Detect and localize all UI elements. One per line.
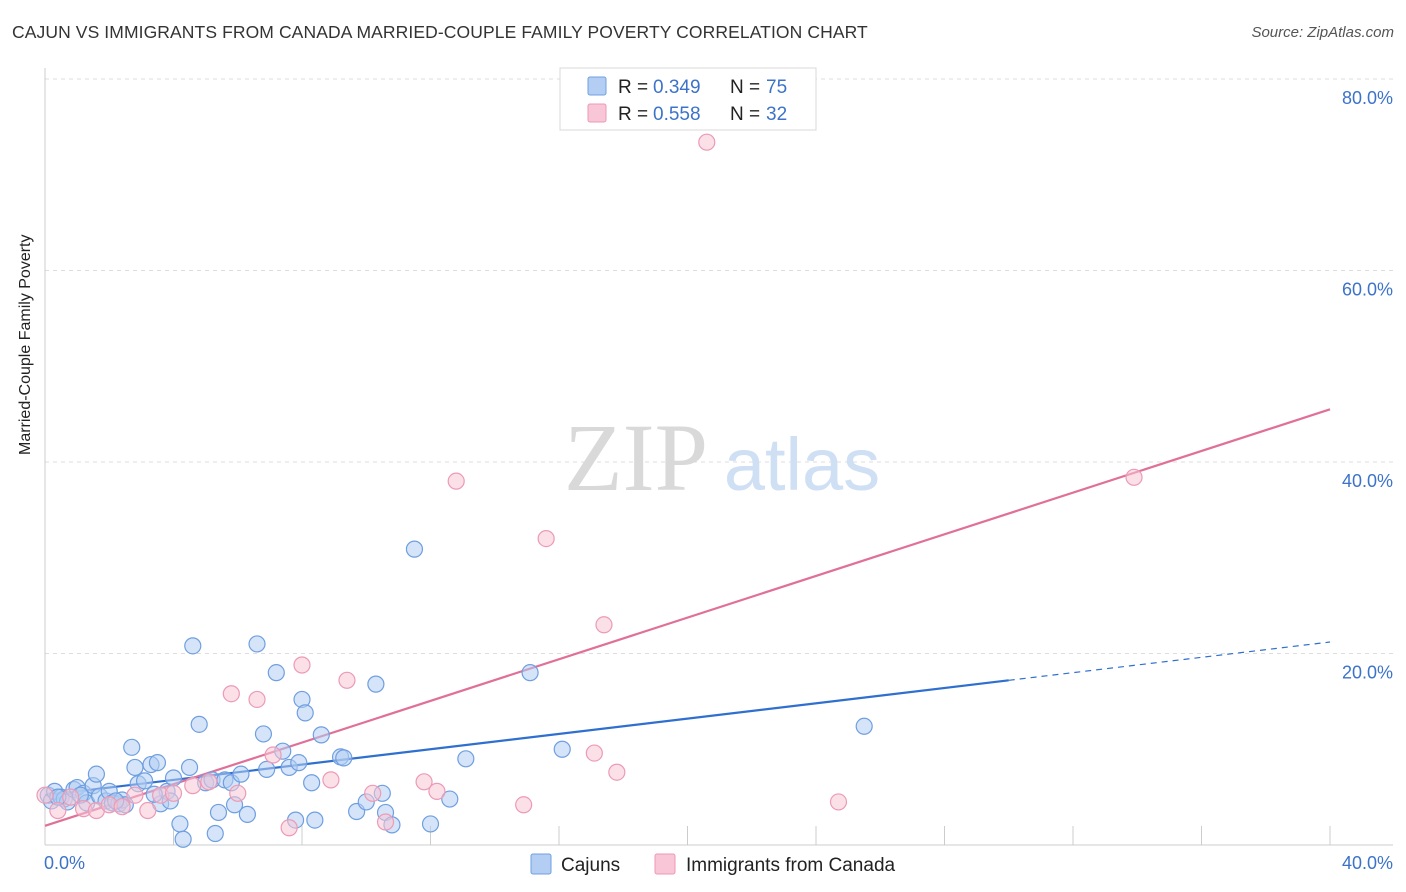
legend-r-label-2: R = (618, 104, 648, 125)
data-point (1125, 468, 1143, 486)
y-tick-label-20: 20.0% (1342, 663, 1393, 683)
data-point (367, 675, 385, 693)
legend-n-label-2: N = (730, 104, 760, 125)
data-point (335, 749, 353, 767)
data-point (258, 760, 276, 778)
data-point (164, 769, 183, 787)
data-point (49, 801, 67, 820)
data-point (238, 805, 256, 823)
data-points (36, 133, 1143, 848)
data-point (222, 685, 240, 703)
legend-label-cajuns: Cajuns (561, 855, 620, 876)
data-point (184, 777, 202, 795)
gridlines: 20.0% 40.0% 60.0% 80.0% (45, 78, 1393, 683)
x-tick-label-min: 0.0% (44, 853, 85, 873)
data-point (296, 704, 314, 722)
data-point (87, 765, 106, 783)
watermark: ZIP atlas (564, 404, 880, 511)
legend-r-value-1: 0.349 (653, 77, 701, 98)
data-point (322, 771, 340, 789)
data-point (376, 813, 395, 831)
data-point (515, 796, 533, 814)
trend-line-cajuns-extension (1008, 641, 1331, 681)
legend-label-immigrants: Immigrants from Canada (686, 855, 896, 876)
data-point (338, 671, 356, 689)
data-point (62, 788, 80, 806)
chart-title: CAJUN VS IMMIGRANTS FROM CANADA MARRIED-… (12, 22, 868, 42)
data-point (123, 738, 141, 756)
data-point (447, 472, 465, 490)
data-point (126, 758, 144, 777)
data-point (164, 784, 183, 802)
watermark-atlas: atlas (724, 423, 880, 506)
source-label: Source: ZipAtlas.com (1251, 24, 1394, 41)
data-point (184, 637, 202, 655)
data-point (312, 726, 330, 744)
data-point (553, 740, 571, 758)
legend-swatch-immigrants (587, 103, 607, 123)
data-point (267, 664, 285, 682)
data-point (232, 765, 250, 783)
data-point (855, 717, 873, 735)
data-point (428, 782, 446, 800)
data-point (595, 616, 613, 634)
data-point (248, 690, 266, 709)
watermark-zip: ZIP (564, 404, 708, 511)
series-immigrants-from-canada (36, 133, 1143, 837)
data-point (537, 529, 555, 548)
data-point (254, 725, 273, 743)
data-point (415, 773, 433, 791)
legend-r-value-2: 0.558 (653, 104, 701, 125)
data-point (290, 754, 308, 772)
y-tick-label-40: 40.0% (1342, 471, 1393, 491)
data-point (264, 746, 282, 764)
axes (44, 68, 1393, 846)
data-point (457, 750, 475, 768)
stats-legend: R = 0.349 N = 75 R = 0.558 N = 32 (559, 67, 817, 131)
data-point (174, 830, 192, 848)
data-point (280, 819, 298, 837)
data-point (171, 815, 189, 833)
data-point (180, 758, 199, 777)
legend-n-value-1: 75 (766, 77, 787, 98)
data-point (405, 540, 424, 558)
data-point (441, 790, 459, 808)
data-point (585, 744, 603, 762)
legend-n-label-1: N = (730, 77, 760, 98)
data-point (36, 786, 54, 804)
data-point (698, 133, 716, 151)
trend-line-immigrants (44, 408, 1331, 827)
series-legend: Cajuns Immigrants from Canada (530, 853, 896, 876)
data-point (190, 715, 208, 733)
data-point (829, 793, 848, 811)
legend-swatch-cajuns (587, 76, 607, 96)
data-point (364, 784, 382, 802)
legend-n-value-2: 32 (766, 104, 787, 125)
data-point (113, 798, 131, 816)
legend-swatch-cajuns-bottom (530, 853, 552, 875)
data-point (248, 635, 266, 653)
y-tick-label-80: 80.0% (1342, 88, 1393, 108)
data-point (306, 811, 324, 829)
data-point (209, 803, 228, 822)
data-point (293, 656, 311, 674)
data-point (303, 774, 321, 792)
data-point (126, 786, 144, 804)
data-point (229, 784, 247, 802)
data-point (421, 815, 440, 833)
legend-swatch-immigrants-bottom (654, 853, 676, 875)
data-point (200, 773, 218, 791)
data-point (206, 824, 224, 843)
data-point (148, 754, 167, 772)
data-point (139, 801, 157, 820)
data-point (521, 664, 539, 682)
data-point (608, 763, 626, 781)
legend-r-label-1: R = (618, 77, 648, 98)
x-tick-label-max: 40.0% (1342, 853, 1393, 873)
data-point (135, 772, 154, 790)
y-tick-label-60: 60.0% (1342, 280, 1393, 300)
